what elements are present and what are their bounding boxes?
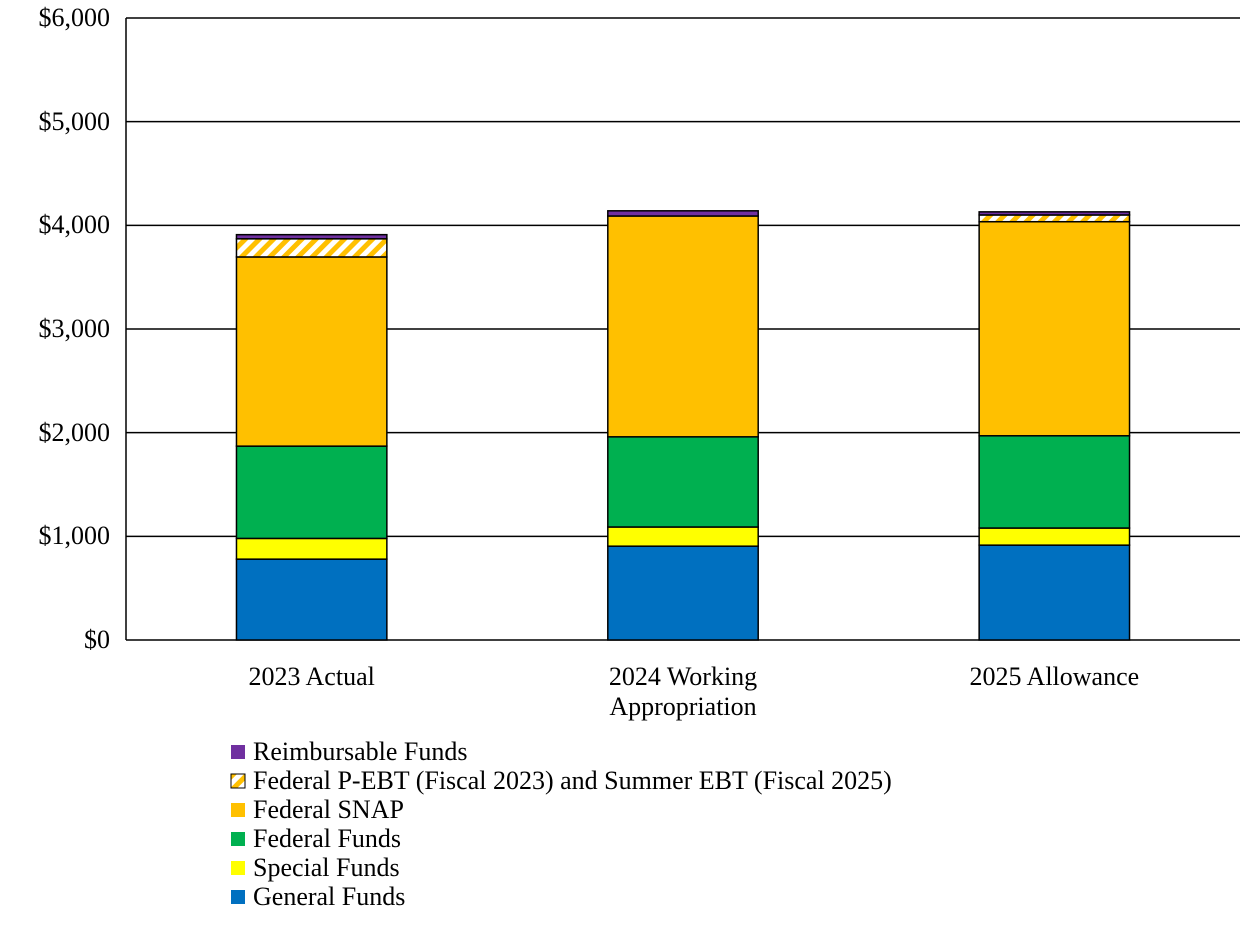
bar-segment [607, 210, 759, 217]
bar-segment [235, 238, 388, 258]
legend-swatch [231, 803, 245, 817]
x-tick-label: 2025 Allowance [969, 662, 1140, 691]
legend-swatch [231, 890, 245, 904]
y-tick-label: $6,000 [38, 3, 111, 32]
bar-segment [235, 537, 388, 560]
bar-segment [235, 558, 388, 641]
bar-segment [607, 545, 759, 641]
legend-label: General Funds [253, 882, 406, 911]
legend-label: Special Funds [253, 853, 400, 882]
bar-segment [978, 211, 1131, 216]
legend-label: Reimbursable Funds [253, 737, 468, 766]
bar-segment [235, 233, 388, 240]
y-tick-label: $2,000 [38, 417, 111, 447]
y-tick-label: $0 [84, 625, 110, 654]
bar-segment [978, 527, 1131, 546]
x-tick-label: 2023 Actual [248, 662, 375, 691]
x-tick-label: 2024 Working Appropriation [608, 662, 758, 721]
y-tick-label: $1,000 [38, 521, 111, 551]
bar-segment [978, 435, 1131, 529]
legend-label: Federal SNAP [253, 795, 404, 824]
legend-swatch [231, 861, 245, 875]
y-tick-label: $5,000 [38, 106, 111, 136]
bar-segment [607, 215, 759, 438]
bar-segment [607, 436, 759, 528]
y-tick-label: $4,000 [38, 210, 111, 240]
bar-segment [235, 256, 388, 447]
legend-swatch [231, 745, 245, 759]
y-tick-label: $3,000 [38, 314, 111, 343]
bar-segment [235, 445, 388, 540]
bar-segment [607, 526, 759, 547]
legend-label: Federal Funds [253, 824, 402, 853]
bar-segment [978, 214, 1131, 223]
legend-label: Federal P-EBT (Fiscal 2023) and Summer E… [253, 766, 892, 795]
bar-segment [978, 220, 1131, 437]
legend-swatch [231, 832, 245, 846]
bar-segment [978, 544, 1131, 641]
legend-swatch [230, 773, 246, 789]
